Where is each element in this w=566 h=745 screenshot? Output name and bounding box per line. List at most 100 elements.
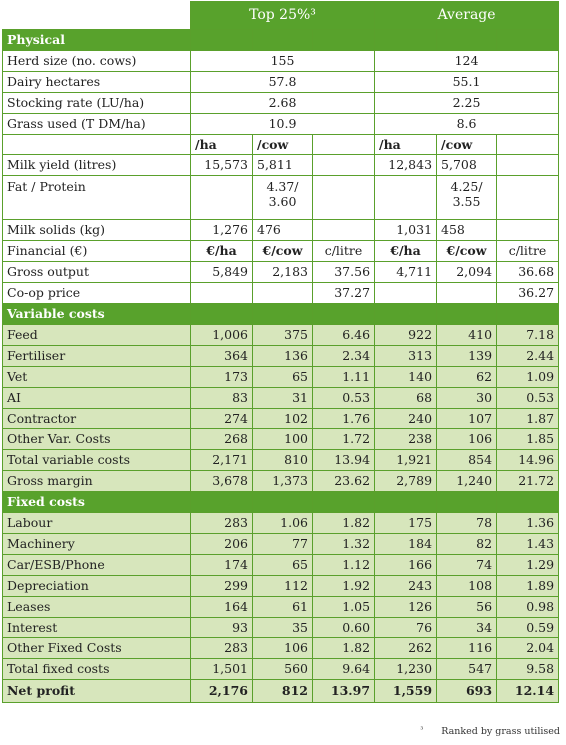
fixed-cost-row: Interest 93 35 0.60 76 34 0.59 [2,616,560,639]
value-cell: 1.12 [311,553,376,576]
section-blank-cell [436,302,498,325]
value-cell: 2.34 [311,344,376,367]
value-cell: 175 [374,512,438,534]
coop-price-row: Co-op price 37.27 36.27 [2,282,560,304]
row-label: Grass used (T DM/ha) [2,112,191,135]
value-cell: 262 [374,637,438,660]
variable-cost-row: Gross margin 3,678 1,373 23.62 2,789 1,240 21.… [2,470,560,493]
fixed-cost-row: Labour 283 1.06 1.82 175 78 1.36 [2,512,560,534]
row-label: Machinery [2,532,191,555]
value-cell: 6.46 [311,323,376,346]
value-cell: 15,573 [190,154,253,177]
section-blank-cell [374,302,438,325]
section-blank-cell [436,29,498,51]
value-cell: 2,789 [374,470,438,493]
variable-cost-row: Other Var. Costs 268 100 1.72 238 106 1.85 [2,428,560,451]
value-cell: 1.89 [496,574,560,597]
footnote: ³ Ranked by grass utilised [420,726,560,737]
value-cell: 1.82 [311,512,376,534]
value-cell: 62 [436,365,498,388]
footnote-mark: ³ [420,726,424,734]
physical-row: Herd size (no. cows) 155 124 [2,49,560,72]
value-cell: 560 [252,658,313,681]
row-label: Leases [2,595,191,618]
section-blank-cell [190,302,253,325]
value-cell: 82 [436,532,498,555]
value-cell: 1.92 [311,574,376,597]
value-cell: 107 [436,407,498,430]
value-cell: 9.64 [311,658,376,681]
row-label: Financial (€) [2,240,191,263]
variable-cost-row: Contractor 274 102 1.76 240 107 1.87 [2,407,560,430]
value-cell: 5,708 [436,154,498,177]
value-cell: 140 [374,365,438,388]
value-cell: 2,171 [190,449,253,472]
header-blank-cell [2,1,191,30]
table-body: Top 25%³ Average Physical Herd size (no. … [2,1,560,704]
value-cell: 0.59 [496,616,560,639]
value-cell: 1.29 [496,553,560,576]
unit-clitre: c/litre [311,240,376,263]
unit-ha: /ha [374,133,438,156]
value-cell: 1.06 [252,512,313,534]
value-cell: 364 [190,344,253,367]
blank-cell [252,282,313,304]
variable-cost-row: AI 83 31 0.53 68 30 0.53 [2,386,560,409]
average-value: 8.6 [374,112,560,135]
value-cell: 106 [436,428,498,451]
value-cell: 1,373 [252,470,313,493]
unit-eha: €/ha [374,240,438,263]
value-cell: 30 [436,386,498,409]
value-cell: 13.94 [311,449,376,472]
value-cell: 854 [436,449,498,472]
value-cell: 410 [436,323,498,346]
blank-cell [190,175,253,221]
blank-cell [374,175,438,221]
top25-value: 155 [189,49,376,72]
blank-cell [496,154,560,177]
milk-solids-row: Milk solids (kg) 1,276 476 1,031 458 [2,219,560,242]
value-cell: 166 [374,553,438,576]
value-cell: 9.58 [496,658,560,681]
row-label: Contractor [2,407,191,430]
header-average: Average [374,1,560,30]
financial-row: Financial (€) €/ha €/cow c/litre €/ha €/cow c/… [2,240,560,263]
value-cell: 112 [252,574,313,597]
blank-cell [496,175,560,221]
milk-yield-row: Milk yield (litres) 15,573 5,811 12,843 5,70… [2,154,560,177]
value-cell: 922 [374,323,438,346]
blank-cell [374,282,438,304]
value-cell: 1.43 [496,532,560,555]
value-cell: 274 [190,407,253,430]
value-cell: 136 [252,344,313,367]
value-cell: 65 [252,365,313,388]
fixed-cost-row: Total fixed costs 1,501 560 9.64 1,230 547 9.5… [2,658,560,681]
value-cell: 126 [374,595,438,618]
value-cell: 238 [374,428,438,451]
average-value: 55.1 [374,70,560,93]
section-label: Fixed costs [2,491,191,514]
section-blank-cell [374,29,438,51]
section-blank-cell [252,302,313,325]
row-label: Feed [2,323,191,346]
value-cell: 1,031 [374,219,438,242]
row-label: Net profit [2,679,191,704]
value-cell: 61 [252,595,313,618]
gross-output-row: Gross output 5,849 2,183 37.56 4,711 2,094 36.… [2,261,560,284]
blank-cell [436,282,498,304]
header-row: Top 25%³ Average [2,1,560,30]
section-blank-cell [496,491,560,514]
value-cell: 1,230 [374,658,438,681]
value-cell: 2,176 [190,679,253,704]
value-cell: 283 [190,512,253,534]
fat-protein-top: 4.37/3.60 [252,175,313,221]
value-cell: 184 [374,532,438,555]
value-cell: 547 [436,658,498,681]
row-label: Herd size (no. cows) [2,49,191,72]
value-cell: 76 [374,616,438,639]
value-cell: 1.09 [496,365,560,388]
units-row: /ha/cow/ha/cow [2,133,560,156]
section-variable-costs: Variable costs [2,302,560,325]
fixed-cost-row: Depreciation 299 112 1.92 243 108 1.89 [2,574,560,597]
section-label: Physical [2,29,191,51]
